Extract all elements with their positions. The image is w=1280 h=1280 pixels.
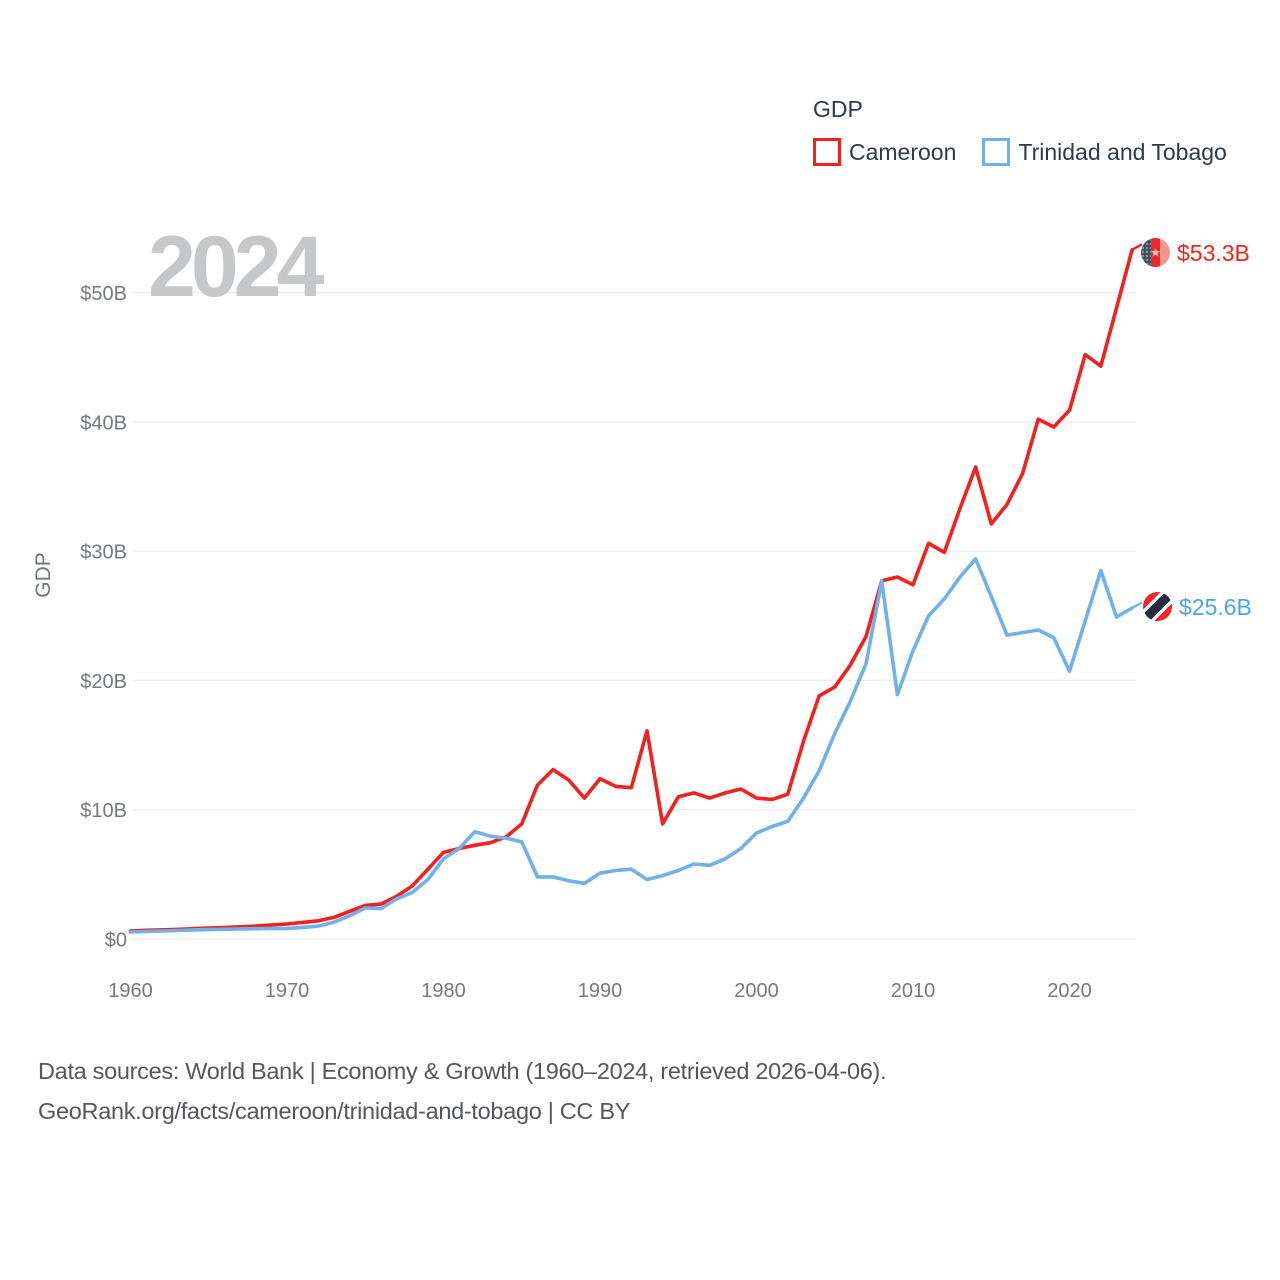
star-icon: ★ xyxy=(1150,244,1161,259)
x-tick-label: 1960 xyxy=(108,980,153,1002)
end-label-connector xyxy=(1130,243,1143,252)
cameroon-end-value-label: $53.3B xyxy=(1177,240,1250,266)
series-line-trinidad-and-tobago xyxy=(128,557,1134,934)
attribution-footer: Data sources: World Bank | Economy & Gro… xyxy=(38,1051,887,1131)
x-tick-label: 2020 xyxy=(1047,980,1092,1002)
cameroon-series-swatch xyxy=(813,138,841,166)
legend-title: GDP xyxy=(813,96,863,122)
x-tick-label: 2000 xyxy=(734,980,779,1002)
y-tick-label: $20B xyxy=(80,671,127,693)
x-tick-label: 2010 xyxy=(891,980,936,1002)
flag-texture xyxy=(1141,238,1151,267)
legend-item-trinidad-and-tobago[interactable]: Trinidad and Tobago xyxy=(982,138,1227,166)
y-tick-label: $50B xyxy=(80,283,127,305)
plot-area: $0 $10B $20B $30B $40B $50B 1960 1970 1980 1990 20… xyxy=(80,243,1143,1002)
cameroon-flag-icon: ★ xyxy=(1141,238,1170,267)
trinidad-and-tobago-flag-icon xyxy=(1143,592,1172,621)
legend-item-cameroon[interactable]: Cameroon xyxy=(813,138,956,166)
x-tick-label: 1990 xyxy=(578,980,623,1002)
y-tick-label: $10B xyxy=(80,800,127,822)
source-url-line: GeoRank.org/facts/cameroon/trinidad-and-… xyxy=(38,1098,631,1124)
y-tick-label: $40B xyxy=(80,412,127,434)
y-axis-title: GDP xyxy=(32,552,55,598)
legend-label-cameroon: Cameroon xyxy=(849,138,957,165)
legend-label-trinidad-and-tobago: Trinidad and Tobago xyxy=(1018,138,1227,165)
legend-row: Cameroon Trinidad and Tobago xyxy=(813,138,1227,166)
series-line-cameroon xyxy=(128,248,1134,933)
end-label-connector xyxy=(1130,601,1143,610)
trinidad-series-swatch xyxy=(982,138,1011,166)
legend: GDP Cameroon Trinidad and Tobago xyxy=(813,96,1227,166)
x-tick-label: 1980 xyxy=(421,980,466,1002)
y-tick-label: $0 xyxy=(105,930,127,952)
trinidad-end-value-label: $25.6B xyxy=(1179,594,1252,620)
watermark-year: 2024 xyxy=(148,219,324,315)
x-tick-label: 1970 xyxy=(265,980,310,1002)
data-sources-line: Data sources: World Bank | Economy & Gro… xyxy=(38,1058,887,1084)
y-tick-label: $30B xyxy=(80,542,127,564)
